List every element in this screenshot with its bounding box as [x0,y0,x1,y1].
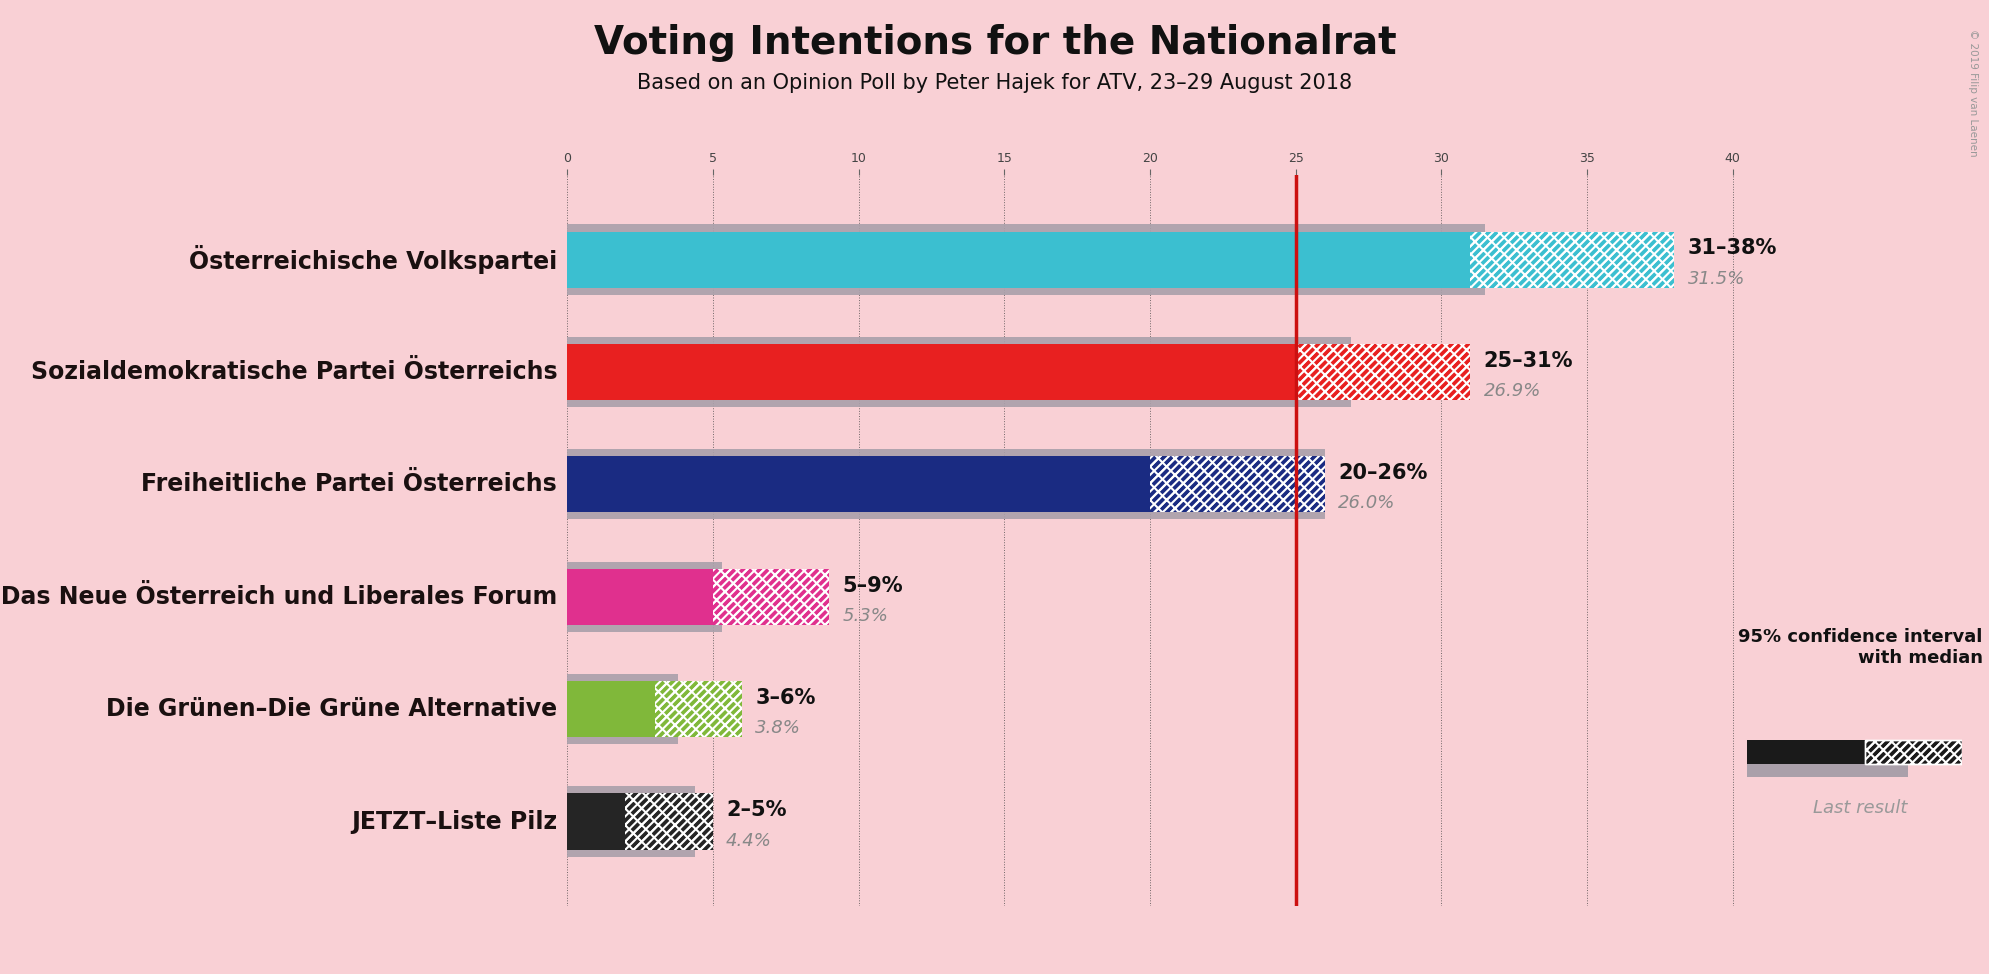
Bar [1746,762,1907,777]
Text: 4.4%: 4.4% [726,832,772,849]
Bar [1470,232,1673,287]
Text: Voting Intentions for the Nationalrat: Voting Intentions for the Nationalrat [593,24,1396,62]
Text: 26.0%: 26.0% [1337,495,1394,512]
Bar [1150,456,1325,512]
Bar [567,232,1673,287]
Text: Österreichische Volkspartei: Österreichische Volkspartei [189,245,557,274]
Text: 20–26%: 20–26% [1337,464,1426,483]
Bar [567,674,678,744]
Bar [567,794,712,849]
Bar [1864,740,1961,765]
Text: 31–38%: 31–38% [1687,239,1776,258]
Bar [654,681,742,737]
Text: 26.9%: 26.9% [1484,382,1539,400]
Bar [567,224,1484,295]
Bar [567,786,694,857]
Text: 3.8%: 3.8% [754,719,800,737]
Text: Last result: Last result [1812,799,1907,816]
Text: 31.5%: 31.5% [1687,270,1744,287]
Text: 2–5%: 2–5% [726,801,786,820]
Bar [712,569,829,625]
Text: 5–9%: 5–9% [841,576,903,595]
Text: Sozialdemokratische Partei Österreichs: Sozialdemokratische Partei Österreichs [30,360,557,384]
Bar [654,681,742,737]
Bar [712,569,829,625]
Text: © 2019 Filip van Laenen: © 2019 Filip van Laenen [1967,29,1977,157]
Bar [1470,232,1673,287]
Bar [567,449,1325,519]
Bar [567,337,1351,407]
Bar [1295,344,1470,400]
Bar [1295,344,1470,400]
Bar [1864,740,1961,765]
Bar [567,569,829,625]
Bar [1746,740,1864,765]
Text: Die Grünen–Die Grüne Alternative: Die Grünen–Die Grüne Alternative [105,697,557,721]
Text: Freiheitliche Partei Österreichs: Freiheitliche Partei Österreichs [141,472,557,497]
Text: 5.3%: 5.3% [841,607,887,625]
Bar [567,562,722,632]
Text: NEOS–Das Neue Österreich und Liberales Forum: NEOS–Das Neue Österreich und Liberales F… [0,584,557,609]
Text: 3–6%: 3–6% [754,688,815,708]
Text: 25–31%: 25–31% [1484,351,1571,371]
Bar [567,344,1470,400]
Text: 95% confidence interval
with median: 95% confidence interval with median [1738,628,1981,667]
Text: Based on an Opinion Poll by Peter Hajek for ATV, 23–29 August 2018: Based on an Opinion Poll by Peter Hajek … [636,73,1353,94]
Bar [567,456,1325,512]
Text: JETZT–Liste Pilz: JETZT–Liste Pilz [350,809,557,834]
Bar [625,794,712,849]
Bar [567,681,742,737]
Bar [1150,456,1325,512]
Bar [625,794,712,849]
